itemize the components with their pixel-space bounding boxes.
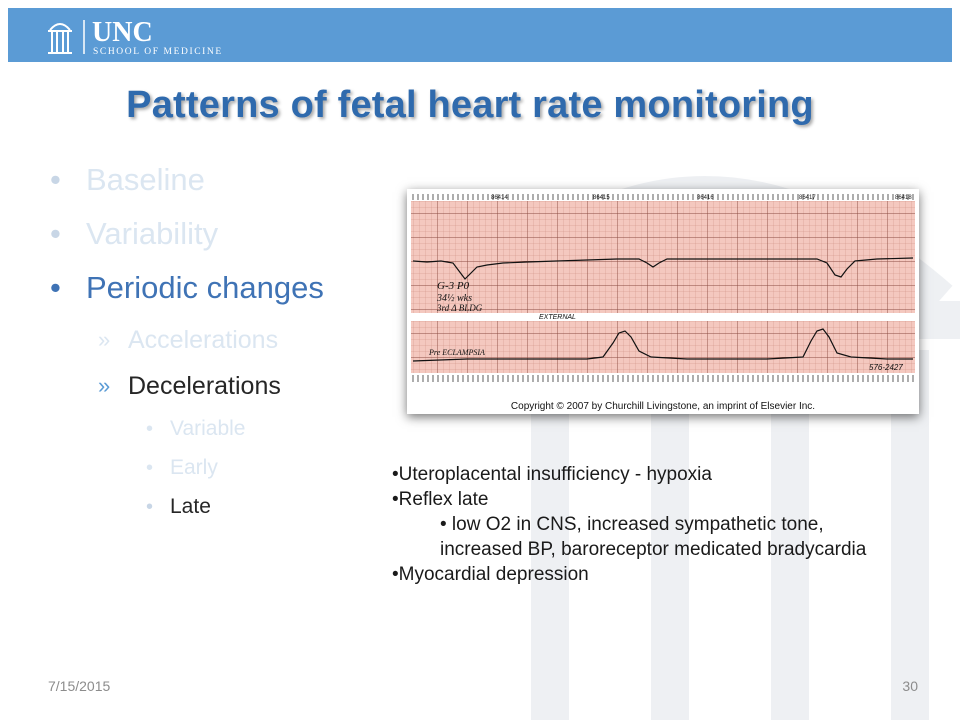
bullet-text: Late [170,495,211,518]
bullet-dot: • [50,162,61,197]
bullet-late: • Late [50,490,390,529]
old-well-icon [48,23,72,54]
notes-list: •Uteroplacental insufficiency - hypoxia … [392,462,912,587]
figure-caption: Copyright © 2007 by Churchill Livingston… [510,401,816,412]
slide-number: 30 [902,678,918,694]
hand-note: 34½ wks [436,293,472,304]
footer-date: 7/15/2015 [48,678,111,694]
bullet-text: Accelerations [128,326,279,354]
unc-logo: UNC SCHOOL OF MEDICINE [48,17,223,57]
fhr-tracing-figure: 86414 86415 86416 86417 86418 G-3 P0 34½… [407,189,919,414]
uterine-activity-trace [412,328,913,362]
note-item: •Reflex late [392,489,489,510]
bullet-dot: • [146,496,154,518]
logo-sub-text: SCHOOL OF MEDICINE [93,47,223,57]
bullet-text: Baseline [86,162,205,197]
bullet-dot: • [146,457,154,479]
bullet-text: Periodic changes [86,270,324,305]
hand-note: 3rd Δ BLDG [436,303,483,313]
header-bar: UNC SCHOOL OF MEDICINE [8,8,952,62]
fhr-trace [412,257,914,280]
bullet-periodic-changes: • Periodic changes [50,266,390,320]
bullet-baseline: • Baseline [50,158,390,212]
bullet-chevron: » [98,373,111,398]
note-subitem: • low O2 in CNS, increased sympathetic t… [440,514,867,560]
bullet-text: Variable [170,417,246,440]
hand-note: Pre ECLAMPSIA [428,348,485,357]
strip-number: 86415 [593,195,610,201]
strip-number: 86418 [895,195,912,201]
strip-number: 86417 [799,195,816,201]
tick-row [412,194,914,200]
external-label: EXTERNAL [539,314,576,321]
bullet-dot: • [50,216,61,251]
bullet-variability: • Variability [50,212,390,266]
bullet-accelerations: » Accelerations [50,320,390,366]
bullet-decelerations: » Decelerations [50,366,390,412]
slide-title: Patterns of fetal heart rate monitoring [126,84,814,126]
bullet-dot: • [146,418,154,440]
fhr-tracing-image: 86414 86415 86416 86417 86418 G-3 P0 34½… [411,193,915,383]
bullet-early: • Early [50,451,390,490]
tick-row-bottom [412,375,914,382]
note-item: •Myocardial depression [392,564,589,585]
strip-number: 86414 [491,195,508,201]
bullet-text: Decelerations [128,372,281,400]
hand-note: G-3 P0 [437,280,470,292]
note-item: •Uteroplacental insufficiency - hypoxia [392,464,712,485]
strip-number: 86416 [697,195,714,201]
logo-main-text: UNC [92,17,153,48]
bullet-list: • Baseline • Variability • Periodic chan… [50,158,390,529]
bullet-text: Early [170,456,218,479]
bullet-chevron: » [98,327,111,352]
chart-id: 576-2427 [869,363,903,372]
bullet-variable: • Variable [50,412,390,451]
bullet-text: Variability [86,216,219,251]
bullet-dot: • [50,270,61,305]
